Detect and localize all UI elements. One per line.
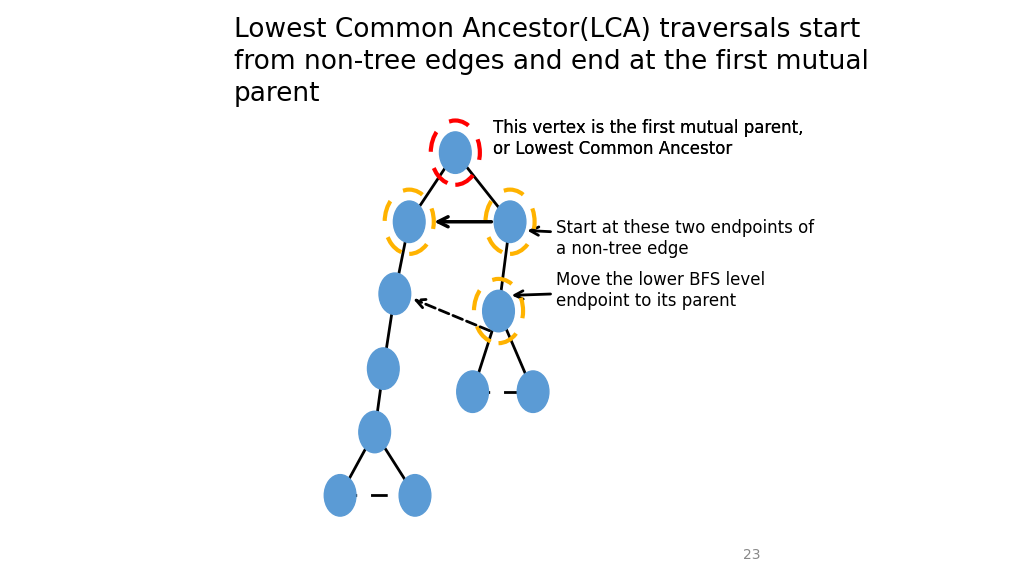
Ellipse shape: [379, 273, 411, 314]
Ellipse shape: [439, 132, 471, 173]
Ellipse shape: [358, 411, 390, 453]
Ellipse shape: [482, 290, 514, 332]
Text: This vertex is the first mutual parent,
or Lowest Common Ancestor: This vertex is the first mutual parent, …: [493, 119, 803, 158]
Text: Lowest Common Ancestor(LCA) traversals start
from non-tree edges and end at the : Lowest Common Ancestor(LCA) traversals s…: [233, 17, 868, 107]
Text: This vertex is the first mutual parent,
or Lowest Common Ancestor: This vertex is the first mutual parent, …: [493, 119, 803, 158]
Text: Move the lower BFS level
endpoint to its parent: Move the lower BFS level endpoint to its…: [515, 271, 765, 309]
Ellipse shape: [495, 201, 526, 242]
Ellipse shape: [517, 371, 549, 412]
Text: 23: 23: [743, 548, 761, 562]
Ellipse shape: [368, 348, 399, 389]
Text: Start at these two endpoints of
a non-tree edge: Start at these two endpoints of a non-tr…: [530, 219, 814, 257]
Ellipse shape: [325, 475, 356, 516]
Ellipse shape: [393, 201, 425, 242]
Ellipse shape: [457, 371, 488, 412]
Ellipse shape: [399, 475, 431, 516]
